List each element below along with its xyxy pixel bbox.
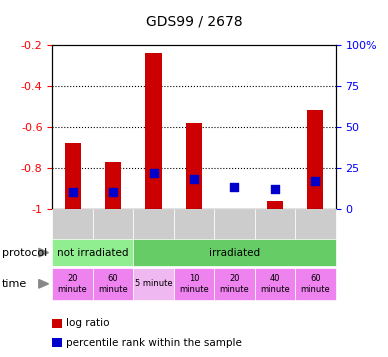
Text: 60
minute: 60 minute [98,274,128,293]
Point [110,190,116,195]
Text: 20
minute: 20 minute [220,274,249,293]
Bar [295,209,336,259]
Text: 10
minute: 10 minute [179,274,209,293]
Text: irradiated: irradiated [209,247,260,258]
Text: 40
minute: 40 minute [260,274,290,293]
Text: percentile rank within the sample: percentile rank within the sample [66,338,242,348]
Bar [105,162,121,209]
Point [151,170,157,176]
Bar [93,209,133,259]
Bar [133,268,174,300]
Point [191,176,197,182]
Bar [255,268,295,300]
Bar [255,209,295,259]
Bar [307,110,324,209]
Text: time: time [2,279,27,289]
Bar [214,209,255,259]
Bar [174,268,214,300]
Text: 5 minute: 5 minute [135,279,172,288]
Point [272,186,278,192]
Point [231,185,237,190]
Bar [133,209,174,259]
Polygon shape [39,280,48,288]
Bar [267,201,283,209]
Text: not irradiated: not irradiated [57,247,128,258]
Text: 60
minute: 60 minute [301,274,330,293]
Bar [52,239,133,266]
Bar [64,143,81,209]
Bar [133,239,336,266]
Bar [52,338,62,347]
Bar [52,319,62,328]
Bar [52,268,93,300]
Bar [214,268,255,300]
Bar [186,123,202,209]
Bar [295,268,336,300]
Text: GDS99 / 2678: GDS99 / 2678 [146,14,242,28]
Text: 20
minute: 20 minute [58,274,87,293]
Bar [52,209,93,259]
Polygon shape [39,248,48,257]
Text: log ratio: log ratio [66,318,109,328]
Bar [146,53,162,209]
Bar [93,268,133,300]
Bar [174,209,214,259]
Text: protocol: protocol [2,247,47,258]
Point [312,178,319,184]
Point [69,190,76,195]
